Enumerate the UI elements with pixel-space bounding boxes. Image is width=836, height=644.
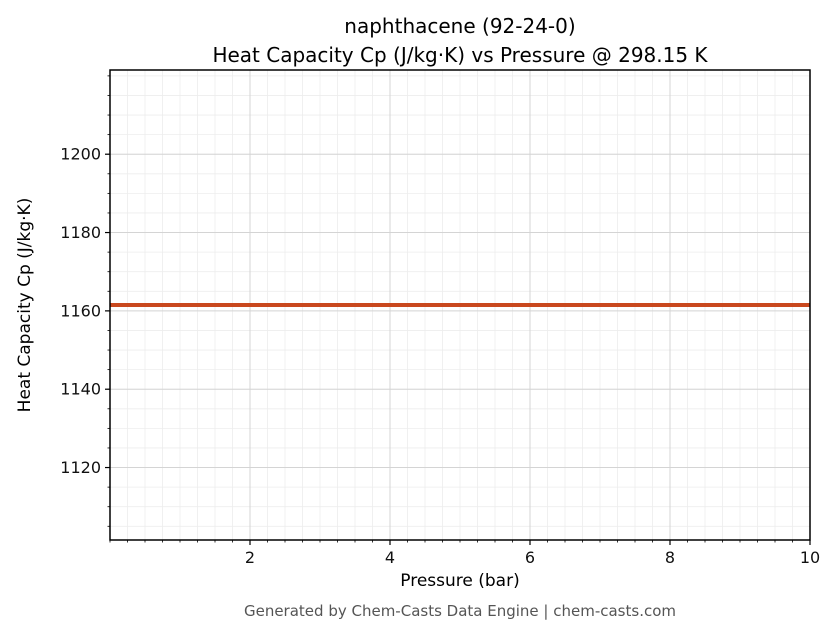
x-tick-label: 8 — [665, 548, 675, 567]
footer-attribution: Generated by Chem-Casts Data Engine | ch… — [243, 602, 677, 620]
y-tick-label: 1140 — [60, 380, 101, 399]
x-axis-label: Pressure (bar) — [400, 571, 520, 591]
chart-title-line2: Heat Capacity Cp (J/kg·K) vs Pressure @ … — [212, 43, 708, 67]
y-tick-label: 1180 — [60, 223, 101, 242]
x-tick-label: 2 — [245, 548, 255, 567]
axes-border — [109, 69, 811, 541]
x-tick-label: 10 — [800, 548, 820, 567]
chart-title: naphthacene (92-24-0) Heat Capacity Cp (… — [110, 12, 810, 70]
x-tick-label: 4 — [385, 548, 395, 567]
y-tick-label: 1200 — [60, 145, 101, 164]
y-tick-label: 1160 — [60, 301, 101, 320]
y-tick-label: 1120 — [60, 458, 101, 477]
chart-title-line1: naphthacene (92-24-0) — [344, 14, 576, 38]
x-tick-label: 6 — [525, 548, 535, 567]
y-axis-label: Heat Capacity Cp (J/kg·K) — [15, 197, 35, 413]
